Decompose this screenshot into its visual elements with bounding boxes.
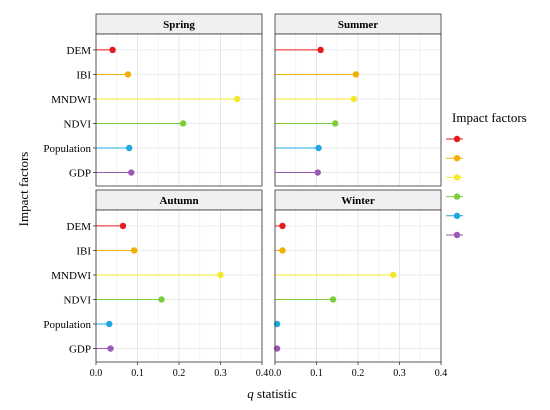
lollipop-point-ibi [279,247,286,254]
lollipop-point-population [315,144,322,152]
legend-key-point-ndvi [453,193,461,200]
y-tick-label: Population [43,143,91,155]
x-tick-label: 0.1 [131,368,144,379]
y-tick-label: DEM [67,45,92,57]
legend-key-point-dem [453,135,461,143]
y-tick-label: NDVI [64,118,92,130]
lollipop-point-mndwi [350,95,358,103]
facet-panel-spring: Spring DEM IBI MNDWI NDVI Population GDP [43,13,263,187]
lollipop-point-dem [279,222,286,230]
legend: Impact factors [446,110,527,239]
x-tick-label: 0.3 [393,368,406,379]
lollipop-point-ndvi [158,296,165,303]
x-tick-label: 0.0 [90,368,103,379]
x-tick-label: 0.2 [352,368,365,379]
lollipop-point-population [106,320,113,328]
y-axis-title: Impact factors [16,152,31,227]
facet-panel-winter: Winter 0.0 0.1 0.2 0.3 0.4 [269,189,448,379]
x-axis-title-rest: statistic [254,386,297,401]
lollipop-point-population [126,144,133,152]
y-tick-label: MNDWI [51,94,91,106]
lollipop-point-dem [317,46,324,54]
x-tick-label: 0.4 [435,368,448,379]
lollipop-point-ndvi [179,120,187,127]
lollipop-point-ndvi [329,296,337,303]
legend-key-point-population [453,212,461,219]
legend-title: Impact factors [452,110,527,125]
facet-panel-autumn: Autumn DEM IBI MNDWI NDVI Population GDP 0.0 0.1… [43,189,269,379]
facet-strip-label: Autumn [159,195,198,207]
lollipop-point-mndwi [390,271,397,279]
lollipop-point-ibi [124,71,132,78]
lollipop-point-gdp [273,345,281,352]
panel-border [274,33,442,187]
panel-border [95,33,263,187]
y-tick-label: GDP [69,168,91,180]
lollipop-point-gdp [107,345,114,352]
y-tick-label: GDP [69,344,91,356]
y-tick-label: MNDWI [51,270,91,282]
x-tick-label: 0.1 [310,368,323,379]
x-axis-title: q statistic [247,386,297,401]
x-axis-title-italic: q [247,386,254,401]
lollipop-point-gdp [128,169,135,176]
lollipop-point-ibi [130,247,138,254]
x-tick-label: 0.4 [256,368,269,379]
legend-key-point-mndwi [453,174,461,181]
facet-strip-label: Winter [341,195,375,207]
lollipop-point-mndwi [217,271,224,279]
y-tick-label: IBI [76,245,91,257]
legend-key-point-ibi [453,155,461,162]
lollipop-point-dem [109,46,116,54]
y-tick-label: Population [43,319,91,331]
x-tick-label: 0.3 [214,368,227,379]
lollipop-point-ndvi [331,120,339,127]
facet-strip-label: Spring [163,19,195,31]
lollipop-point-population [273,320,281,328]
x-tick-label: 0.0 [269,368,282,379]
y-tick-label: DEM [67,221,92,233]
lollipop-point-ibi [352,71,360,78]
lollipop-point-mndwi [233,95,241,103]
legend-key-point-gdp [453,231,461,239]
lollipop-point-dem [119,222,127,230]
y-tick-label: IBI [76,69,91,81]
y-tick-label: NDVI [64,294,92,306]
facet-strip-label: Summer [338,19,378,31]
x-tick-label: 0.2 [173,368,186,379]
facet-panel-summer: Summer [274,13,442,187]
lollipop-point-gdp [314,169,321,176]
